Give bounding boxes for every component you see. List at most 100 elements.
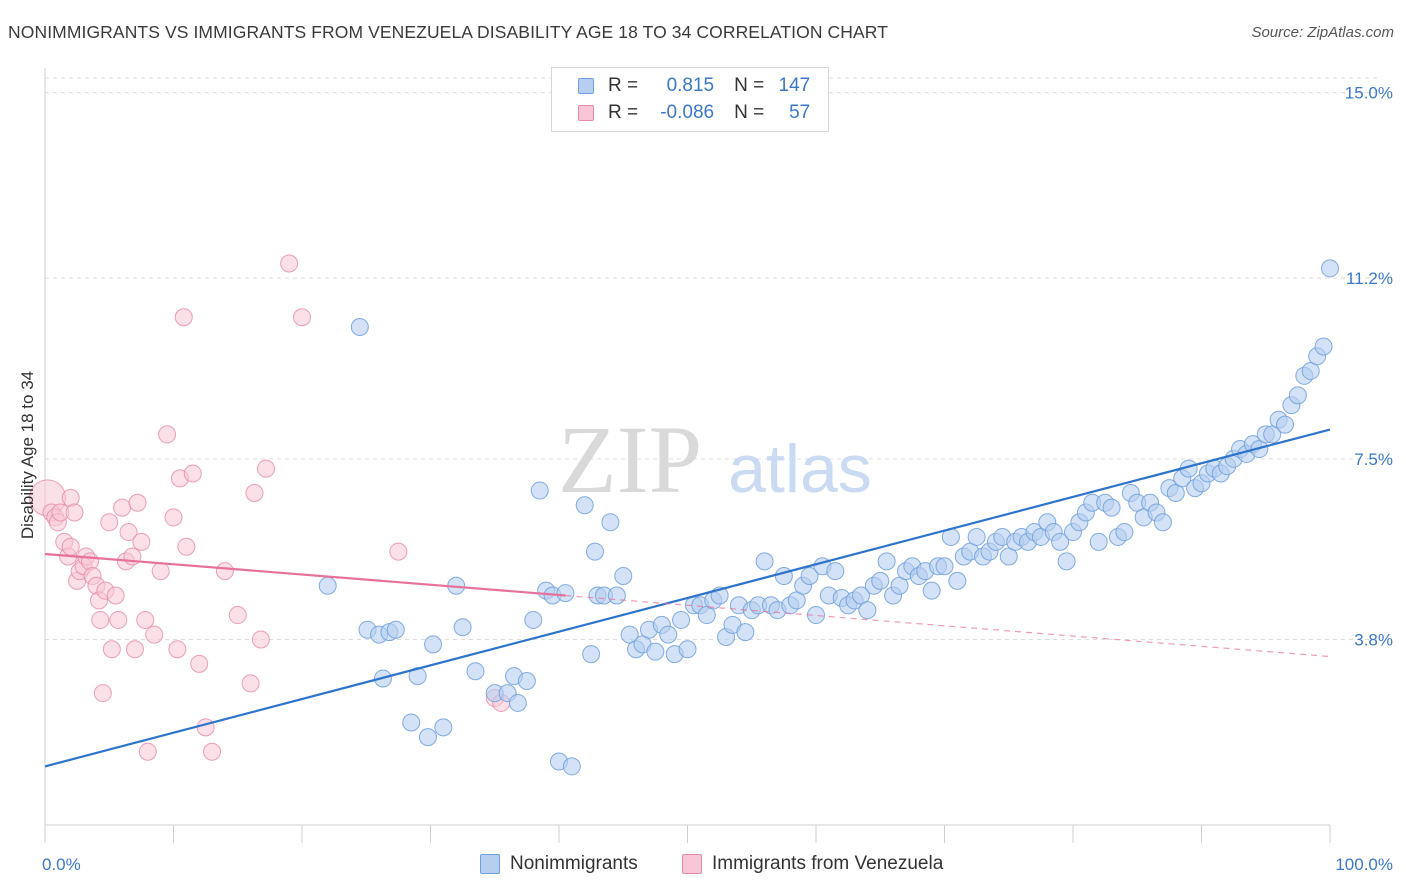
immigrants-point xyxy=(151,562,170,581)
nonimmigrants-point xyxy=(800,567,819,585)
immigrants-point xyxy=(119,523,138,542)
immigrants-point xyxy=(196,718,215,737)
n-value: 57 xyxy=(789,102,811,123)
nonimmigrants-point xyxy=(418,728,437,747)
correlation-legend: R = 0.815 N = 147 R = -0.086 N = 57 xyxy=(551,67,829,132)
immigrants-point xyxy=(61,537,80,556)
immigrants-point xyxy=(125,640,144,659)
nonimmigrants-point xyxy=(1321,259,1339,278)
immigrants-point xyxy=(174,308,193,327)
nonimmigrants-point xyxy=(524,610,543,629)
nonimmigrants-point xyxy=(826,562,845,581)
r-label: R = xyxy=(608,102,639,123)
axes xyxy=(44,68,1331,843)
x-tick-labels: 0.0% 100.0% xyxy=(42,855,1393,874)
immigrants-point xyxy=(158,425,177,444)
nonimmigrants-point xyxy=(434,718,453,737)
nonimmigrants-point xyxy=(1153,513,1172,532)
x-tick-label: 0.0% xyxy=(42,855,81,874)
nonimmigrants-point xyxy=(350,318,369,336)
nonimmigrants-point xyxy=(386,620,405,639)
immigrants-point xyxy=(91,610,110,629)
legend-row-nonimmigrants: R = 0.815 N = 147 xyxy=(578,73,810,99)
nonimmigrants-point xyxy=(755,552,774,571)
immigrants-point xyxy=(177,537,196,556)
immigrants-point xyxy=(228,606,247,625)
nonimmigrants-point xyxy=(508,693,527,712)
r-label: R = xyxy=(608,75,639,96)
immigrants-point xyxy=(245,484,264,502)
nonimmigrants-point xyxy=(871,571,890,590)
immigrants-point xyxy=(164,508,183,527)
grid-lines xyxy=(45,77,1380,640)
y-tick-labels: 3.8% 7.5% 11.2% 15.0% xyxy=(1345,84,1393,650)
immigrants-point xyxy=(145,625,164,644)
bottom-legend-swatch-blue xyxy=(480,854,500,874)
y-tick-label: 11.2% xyxy=(1346,269,1393,288)
immigrants-point xyxy=(93,684,112,703)
immigrants-trend-extension xyxy=(565,594,1331,658)
trend-lines xyxy=(44,428,1331,768)
immigrants-point xyxy=(109,610,128,629)
bottom-legend-immigrants: Immigrants from Venezuela xyxy=(682,852,943,876)
nonimmigrants-point xyxy=(607,586,626,605)
nonimmigrants-point xyxy=(1276,415,1295,434)
nonimmigrants-point xyxy=(672,610,691,629)
x-tick-label: 100.0% xyxy=(1335,855,1393,874)
y-axis-label: Disability Age 18 to 34 xyxy=(18,370,37,540)
immigrants-point xyxy=(293,308,311,327)
immigrants-point xyxy=(113,498,132,517)
immigrants-point xyxy=(215,562,234,581)
r-value: 0.815 xyxy=(666,75,715,96)
legend-swatch-pink xyxy=(578,105,594,121)
nonimmigrants-point xyxy=(318,576,337,595)
y-tick-label: 15.0% xyxy=(1345,84,1393,103)
nonimmigrants-point xyxy=(530,481,549,500)
immigrants-point xyxy=(80,552,99,571)
chart-title: NONIMMIGRANTS VS IMMIGRANTS FROM VENEZUE… xyxy=(8,22,889,42)
nonimmigrants-point xyxy=(517,671,536,690)
immigrants-point xyxy=(203,742,222,761)
series-name-nonimmigrants: Nonimmigrants xyxy=(510,853,638,874)
n-label: N = xyxy=(734,75,765,96)
nonimmigrants-point xyxy=(922,581,941,600)
nonimmigrants-point xyxy=(858,601,877,620)
nonimmigrants-point xyxy=(678,640,697,659)
n-label: N = xyxy=(734,102,765,123)
nonimmigrants-point xyxy=(562,757,581,776)
legend-swatch-blue xyxy=(578,78,594,94)
immigrants-point xyxy=(280,254,299,273)
nonimmigrants-point xyxy=(1115,523,1134,542)
nonimmigrants-point xyxy=(614,567,633,585)
nonimmigrants-point xyxy=(453,618,472,637)
immigrants-point xyxy=(100,513,119,532)
immigrants-point xyxy=(389,542,408,561)
r-value: -0.086 xyxy=(660,102,715,123)
nonimmigrants-points xyxy=(318,259,1339,776)
nonimmigrants-point xyxy=(659,625,678,644)
nonimmigrants-point xyxy=(466,662,485,681)
nonimmigrants-point xyxy=(967,527,986,546)
y-tick-label: 7.5% xyxy=(1354,450,1393,469)
immigrants-point xyxy=(136,610,155,629)
series-name-immigrants: Immigrants from Venezuela xyxy=(712,853,944,874)
immigrants-point xyxy=(132,532,151,551)
nonimmigrants-point xyxy=(1102,498,1121,517)
watermark-atlas: atlas xyxy=(728,431,872,507)
immigrants-point xyxy=(106,586,125,605)
nonimmigrants-point xyxy=(736,623,755,642)
nonimmigrants-point xyxy=(935,557,954,576)
nonimmigrants-point xyxy=(582,645,601,664)
nonimmigrants-point xyxy=(1057,552,1076,571)
source-label: Source: ZipAtlas.com xyxy=(1251,24,1394,41)
nonimmigrants-point xyxy=(585,542,604,561)
nonimmigrants-point xyxy=(1051,532,1070,551)
immigrants-point xyxy=(190,654,209,673)
immigrants-point xyxy=(257,459,276,478)
immigrants-points xyxy=(29,254,511,761)
immigrants-point xyxy=(168,640,187,659)
immigrants-point xyxy=(128,493,147,512)
nonimmigrants-point xyxy=(1089,532,1108,551)
immigrants-point xyxy=(102,640,121,659)
